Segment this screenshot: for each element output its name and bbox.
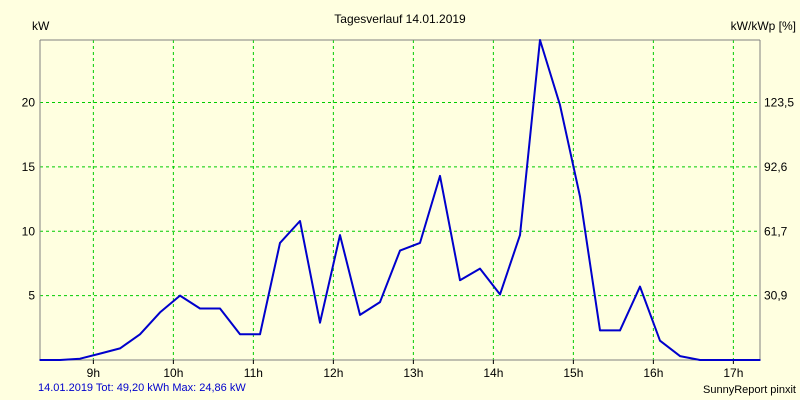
x-tick-label-6: 15h [563,366,583,380]
data-point-21 [459,279,461,282]
data-point-9 [219,307,221,310]
y-tick-label-right-1: 61,7 [764,224,788,238]
y-tick-label-right-2: 92,6 [764,160,788,174]
data-point-25 [539,39,541,41]
x-tick-label-3: 12h [323,366,343,380]
x-tick-label-8: 17h [723,366,743,380]
y-tick-label-left-2: 15 [22,160,36,174]
data-point-4 [119,347,121,350]
data-point-34 [719,359,721,361]
data-point-18 [399,249,401,252]
data-point-35 [739,359,741,361]
data-point-15 [339,234,341,236]
tick-labels: 9h 10h 11h 12h 13h 14h 15h 16h 17h 5 10 15 20 30,9 61,… [22,96,795,380]
data-point-32 [679,355,681,357]
plot-area [40,40,760,360]
data-point-5 [139,333,141,336]
data-point-8 [199,307,201,310]
data-point-12 [279,242,281,244]
data-point-36 [759,359,761,361]
x-tick-label-1: 10h [163,366,183,380]
data-point-20 [439,175,441,177]
chart-title: Tagesverlauf 14.01.2019 [334,12,466,26]
data-point-28 [599,329,601,332]
data-point-23 [499,293,501,296]
footer-credit: SunnyReport pinxit [703,384,796,396]
axes [39,39,761,361]
data-point-2 [79,357,81,360]
y-axis-label-right: kW/kWp [%] [731,19,796,33]
x-tick-label-0: 9h [87,366,100,380]
y-axis-label-left: kW [32,19,50,33]
y-tick-label-right-3: 123,5 [764,96,794,110]
data-points [39,39,761,361]
data-point-7 [179,294,181,297]
data-point-17 [379,301,381,303]
data-point-11 [259,333,261,336]
x-tick-label-2: 11h [244,366,263,380]
data-point-26 [559,104,561,106]
x-tick-label-4: 13h [403,366,423,380]
data-point-33 [699,359,701,361]
y-tick-label-left-1: 10 [22,224,36,238]
x-tick-label-7: 16h [643,366,663,380]
x-tick-label-5: 14h [483,366,503,380]
data-point-27 [579,195,581,198]
data-point-6 [159,311,161,314]
data-point-19 [419,242,421,244]
data-point-16 [359,314,361,316]
data-point-13 [299,220,301,222]
y-tick-label-right-0: 30,9 [764,289,788,303]
y-tick-label-left-0: 5 [28,289,35,303]
data-point-3 [99,352,101,355]
data-point-10 [239,333,241,336]
footer-summary: 14.01.2019 Tot: 49,20 kWh Max: 24,86 kW [38,382,246,394]
data-point-31 [659,339,661,342]
y-tick-label-left-3: 20 [22,96,36,110]
grid [40,40,760,360]
data-point-0 [39,359,41,361]
data-point-22 [479,267,481,270]
data-point-29 [619,329,621,332]
power-series-line [40,39,760,361]
data-point-30 [639,285,641,288]
data-point-24 [519,234,521,236]
data-point-14 [319,321,321,324]
data-point-1 [59,359,61,361]
